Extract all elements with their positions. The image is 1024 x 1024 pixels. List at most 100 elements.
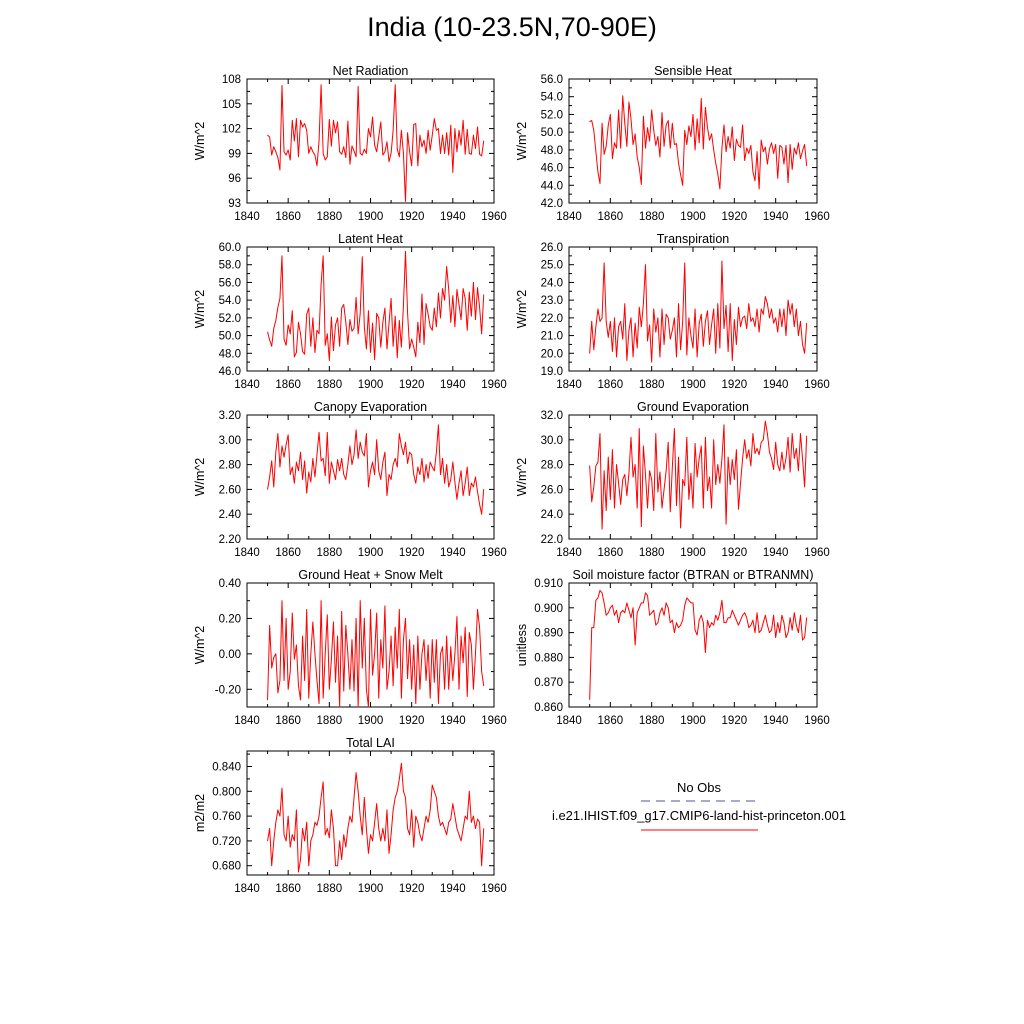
x-tick-label: 1920 (399, 547, 425, 559)
data-point (800, 614, 801, 616)
data-point (318, 140, 320, 142)
data-point (462, 119, 464, 121)
data-point (365, 153, 367, 154)
data-point (349, 319, 351, 321)
data-point (798, 632, 799, 633)
data-point (632, 144, 634, 145)
x-tick-label: 1900 (358, 547, 384, 559)
panel-title: Total LAI (346, 736, 395, 750)
y-tick-label: 26.0 (541, 242, 563, 254)
data-point (403, 454, 404, 456)
data-point (754, 180, 756, 182)
data-point (318, 703, 320, 704)
series-line (267, 250, 485, 361)
data-point (275, 151, 277, 153)
data-point (306, 609, 308, 610)
data-point (653, 129, 655, 131)
data-point (433, 681, 435, 683)
x-tick-label: 1860 (275, 211, 301, 223)
data-point (731, 609, 733, 611)
data-point (647, 507, 648, 509)
x-tick-label: 1880 (639, 379, 665, 391)
data-point (725, 622, 727, 624)
y-axis-label: W/m^2 (515, 290, 529, 329)
y-tick-label: 93 (228, 198, 241, 210)
data-point (368, 128, 369, 130)
data-point (374, 653, 376, 655)
y-tick-label: 2.60 (219, 484, 241, 496)
data-point (384, 605, 386, 607)
data-point (372, 461, 373, 463)
data-point (316, 825, 318, 826)
data-point (767, 303, 768, 305)
data-point (361, 256, 363, 258)
data-point (659, 612, 661, 614)
data-point (473, 486, 474, 488)
data-point (622, 338, 624, 340)
data-point (477, 609, 478, 610)
legend-obs-label: No Obs (677, 780, 722, 795)
x-tick-label: 1960 (481, 379, 507, 391)
data-point (293, 658, 295, 660)
data-point (740, 146, 741, 148)
data-point (669, 147, 671, 149)
data-point (345, 321, 347, 323)
data-point (756, 448, 758, 449)
data-point (298, 321, 299, 323)
data-point (729, 617, 731, 619)
data-point (409, 639, 411, 641)
data-point (620, 612, 622, 614)
x-tick-label: 1860 (275, 547, 301, 559)
data-point (597, 308, 599, 310)
data-point (316, 680, 318, 681)
data-point (717, 303, 719, 305)
data-point (781, 451, 783, 453)
data-point (365, 348, 367, 350)
data-point (398, 609, 400, 610)
y-tick-label: 50.0 (219, 331, 241, 343)
data-point (483, 294, 485, 296)
y-tick-label: 56.0 (541, 74, 563, 86)
data-point (435, 326, 437, 328)
data-point (653, 308, 655, 310)
data-point (649, 140, 650, 142)
panel-title: Soil moisture factor (BTRAN or BTRANMN) (572, 568, 813, 582)
data-point (464, 815, 466, 817)
x-tick-label: 1900 (680, 211, 706, 223)
data-point (370, 834, 371, 836)
data-point (337, 635, 338, 637)
x-tick-label: 1860 (275, 715, 301, 727)
data-point (616, 609, 617, 611)
data-point (680, 174, 681, 176)
data-point (628, 329, 630, 331)
y-tick-label: 108 (222, 74, 241, 86)
data-point (291, 466, 293, 468)
data-point (676, 143, 677, 145)
data-point (333, 828, 334, 829)
y-tick-label: 25.0 (541, 260, 563, 272)
data-point (324, 159, 326, 161)
data-point (341, 458, 343, 459)
data-point (296, 644, 297, 646)
data-point (413, 474, 415, 475)
data-point (787, 632, 789, 633)
data-point (349, 688, 351, 690)
data-point (736, 344, 737, 345)
data-point (775, 637, 777, 638)
x-tick-label: 1960 (481, 211, 507, 223)
data-point (789, 471, 791, 473)
data-point (731, 359, 733, 361)
data-point (771, 308, 772, 310)
data-point (667, 120, 669, 122)
data-point (300, 333, 301, 335)
data-point (339, 151, 341, 153)
data-point (680, 349, 681, 351)
data-point (407, 312, 408, 313)
data-point (694, 149, 696, 151)
data-point (281, 600, 283, 602)
data-point (756, 612, 758, 614)
data-point (624, 122, 626, 124)
y-axis-label: W/m^2 (193, 122, 207, 161)
data-point (380, 840, 382, 842)
data-point (421, 840, 423, 842)
